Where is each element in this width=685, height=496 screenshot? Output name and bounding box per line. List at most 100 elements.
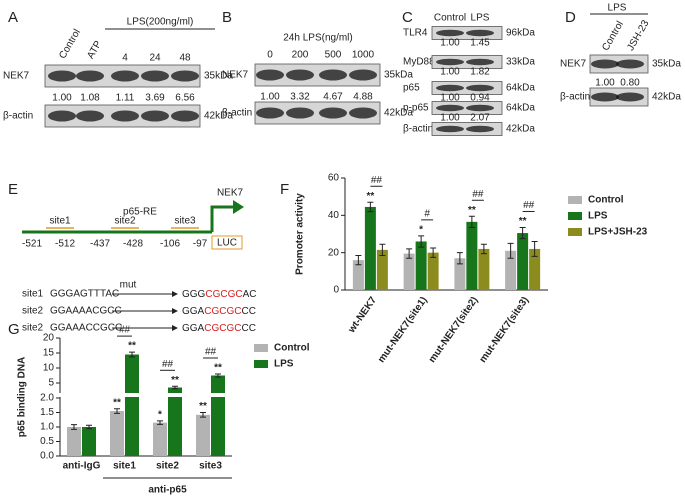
lane-label: 48 [179,53,191,64]
band [256,107,284,119]
row-label: β-actin [222,108,252,119]
x-tick-label: wt-NEK7 [346,295,379,336]
y-tick-label: 0 [333,285,339,296]
row-label: β-actin [3,111,33,122]
band [286,69,314,81]
bar [529,248,541,290]
size-label: 35kDa [384,70,413,81]
row-label: MyD88 [403,57,435,68]
position: -97 [193,239,208,250]
seq-arrow-head [172,291,178,297]
error-bar [468,215,475,228]
significance: ** [199,401,207,412]
band [171,110,199,122]
y-tick-label: 10 [43,363,55,374]
quant: 1.00 [52,93,72,104]
y-tick-label: 20 [328,247,340,258]
quant: 1.00 [440,38,460,49]
hash: ## [162,359,174,370]
band [466,125,494,133]
error-bar [172,385,178,390]
quant: 1.11 [116,93,135,104]
error-bar [157,420,163,425]
quant: 1.45 [470,38,490,49]
hash: ## [371,175,383,186]
size-label: 96kDa [506,28,535,39]
band [349,69,377,81]
quant: 1.00 [440,93,460,104]
mut-part: GGA [182,323,205,334]
size-label: 33kDa [506,57,535,68]
band [319,107,347,119]
mut-part: CGCGC [205,289,242,300]
significance: ** [113,397,121,408]
wild-seq: GGAAACCGCC [50,323,122,334]
legend-label: Control [588,195,624,206]
quant: 3.69 [145,93,165,104]
hash: # [424,209,430,220]
quant: 1.00 [595,78,615,89]
error-bar [519,226,526,240]
quant: 1.00 [440,67,460,78]
hash: ## [119,325,131,336]
bar [352,260,364,290]
quant: 1.00 [260,92,280,103]
gene-label: NEK7 [217,188,244,199]
position: -521 [22,239,42,250]
seq-site: site2 [22,306,44,317]
mut-part: CGCGC [204,323,241,334]
band [48,110,76,122]
position: -106 [160,239,180,250]
error-bar [430,247,437,258]
quant: 1.82 [470,67,490,78]
axis-break [55,393,237,397]
band [319,69,347,81]
lane-label: JSH-23 [625,18,651,53]
error-bar [129,351,135,358]
legend-swatch [568,196,582,204]
quant: 0.94 [470,93,490,104]
band [591,59,619,69]
error-bar [456,252,463,265]
luc-label: LUC [217,238,237,249]
promoter-title: p65-RE [123,207,157,218]
band [466,58,494,66]
mut-part: CC [241,306,255,317]
row-label: NEK7 [560,59,587,70]
band [286,107,314,119]
band [436,84,464,92]
position: -428 [123,239,143,250]
y-tick-label: 60 [328,173,340,184]
significance: ** [214,363,222,374]
mut-seq: GGACGCGCCC [182,306,256,317]
legend-swatch [568,228,582,236]
size-label: 42kDa [384,108,413,119]
bar [153,422,167,456]
lane-label: 200 [292,50,309,61]
mut-seq: GGGCGCGCAC [182,289,256,300]
quant: 4.88 [353,92,373,103]
hash: ## [523,200,535,211]
error-bar [531,240,538,257]
size-label: 42kDa [652,92,681,103]
band [171,70,199,82]
band [111,110,139,122]
quant: 1.00 [440,113,460,124]
wild-seq: GGGAGTTTAC [50,289,119,300]
error-bar [480,243,487,255]
seq-arrow-head [172,325,178,331]
row-label: NEK7 [3,71,30,82]
bar [505,250,517,290]
legend-swatch [254,344,268,352]
legend-label: LPS [588,211,608,222]
row-label: β-actin [560,92,590,103]
row-label: NEK7 [222,70,249,81]
y-tick-label: 0.0 [40,451,54,462]
quant: 1.08 [80,93,100,104]
significance: ** [468,205,476,216]
bar [67,427,81,456]
bar [517,233,529,290]
bar [403,253,415,290]
bar [454,258,466,290]
